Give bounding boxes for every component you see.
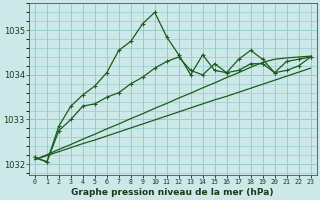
X-axis label: Graphe pression niveau de la mer (hPa): Graphe pression niveau de la mer (hPa) — [71, 188, 274, 197]
